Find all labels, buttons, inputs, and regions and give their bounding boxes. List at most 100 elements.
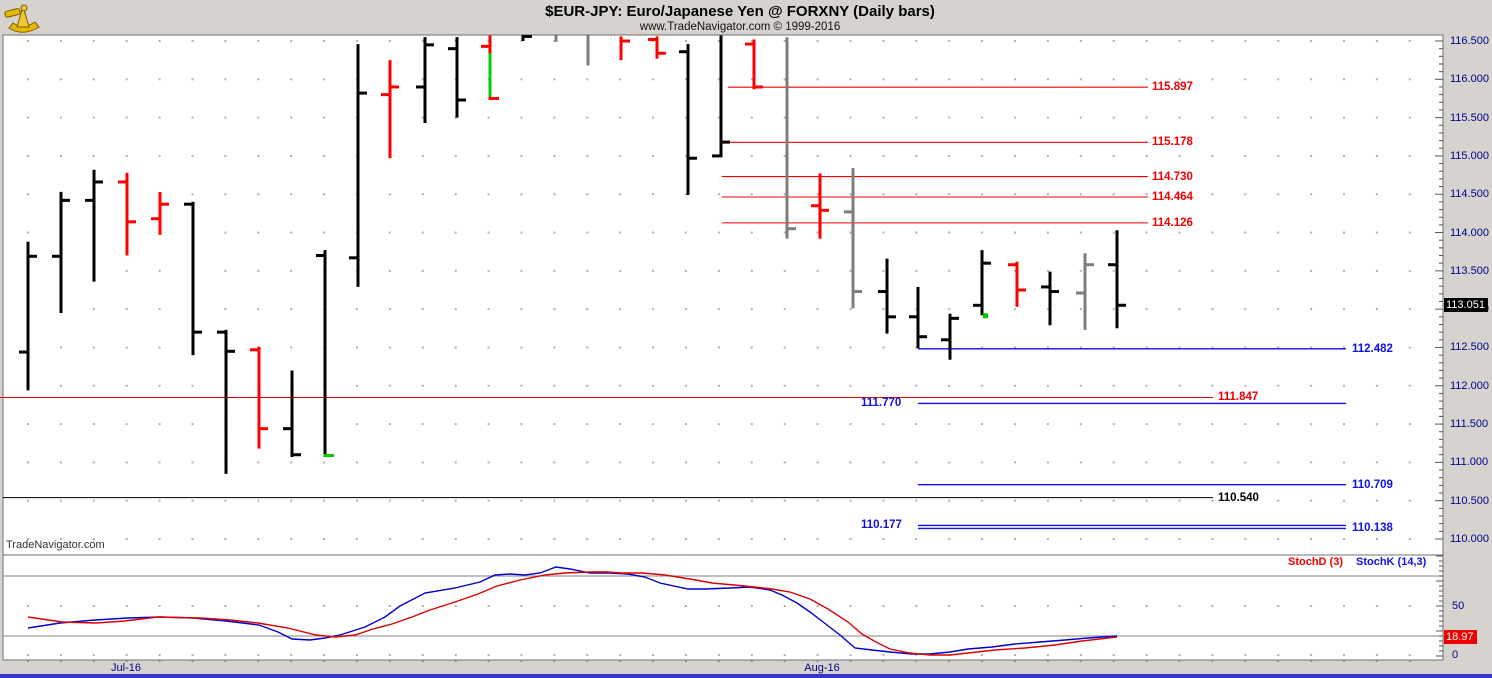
date-axis-tick bbox=[224, 660, 227, 662]
date-axis-tick bbox=[1310, 660, 1313, 662]
grid-dot bbox=[553, 346, 556, 349]
grid-dot bbox=[92, 346, 95, 349]
grid-dot bbox=[750, 605, 753, 607]
grid-dot bbox=[816, 78, 819, 81]
grid-dot bbox=[1310, 499, 1313, 502]
grid-dot bbox=[1178, 308, 1181, 311]
grid-dot bbox=[1112, 78, 1115, 81]
last-price-badge: 113.051 bbox=[1444, 298, 1488, 312]
grid-dot bbox=[92, 537, 95, 540]
grid-dot bbox=[356, 461, 358, 464]
grid-dot bbox=[1079, 384, 1082, 387]
date-axis-tick bbox=[948, 660, 951, 662]
grid-dot bbox=[487, 384, 490, 387]
grid-dot bbox=[816, 605, 819, 607]
grid-dot bbox=[882, 384, 885, 387]
grid-dot bbox=[1408, 346, 1411, 349]
grid-dot bbox=[1310, 423, 1313, 426]
grid-dot bbox=[685, 40, 687, 42]
grid-dot bbox=[158, 116, 161, 119]
grid-dot bbox=[27, 423, 29, 426]
grid-dot bbox=[1375, 308, 1378, 311]
grid-dot bbox=[783, 654, 786, 656]
grid-dot bbox=[717, 537, 720, 540]
grid-dot bbox=[388, 499, 391, 502]
grid-dot bbox=[323, 193, 326, 196]
grid-dot bbox=[92, 78, 95, 81]
grid-dot bbox=[257, 193, 260, 196]
grid-dot bbox=[421, 346, 424, 349]
date-axis-tick bbox=[1408, 660, 1411, 662]
date-axis-tick bbox=[290, 660, 293, 662]
grid-dot bbox=[1014, 537, 1016, 540]
grid-dot bbox=[1211, 40, 1214, 42]
grid-dot bbox=[685, 605, 687, 607]
date-axis-tick bbox=[356, 660, 358, 662]
grid-dot bbox=[553, 154, 556, 157]
date-axis-tick bbox=[750, 660, 753, 662]
grid-dot bbox=[125, 423, 128, 426]
date-axis-tick bbox=[1211, 660, 1214, 662]
grid-dot bbox=[1277, 423, 1280, 426]
grid-dot bbox=[1178, 116, 1181, 119]
grid-dot bbox=[487, 308, 490, 311]
grid-dot bbox=[421, 499, 424, 502]
x-axis-label-aug16: Aug-16 bbox=[804, 662, 840, 674]
grid-dot bbox=[553, 231, 556, 234]
grid-dot bbox=[257, 116, 260, 119]
grid-dot bbox=[1145, 78, 1148, 81]
grid-dot bbox=[1178, 605, 1181, 607]
grid-dot bbox=[290, 308, 293, 311]
grid-dot bbox=[520, 605, 523, 607]
grid-dot bbox=[356, 605, 358, 607]
grid-dot bbox=[1046, 78, 1049, 81]
grid-dot bbox=[520, 537, 523, 540]
stoch-value-badge: 18.97 bbox=[1444, 630, 1477, 644]
grid-dot bbox=[1014, 116, 1016, 119]
grid-dot bbox=[1408, 537, 1411, 540]
grid-dot bbox=[685, 116, 687, 119]
grid-dot bbox=[652, 654, 655, 656]
grid-dot bbox=[290, 269, 293, 272]
grid-dot bbox=[849, 346, 852, 349]
grid-dot bbox=[981, 154, 984, 157]
grid-dot bbox=[652, 116, 655, 119]
grid-dot bbox=[1014, 346, 1016, 349]
grid-dot bbox=[1112, 384, 1115, 387]
grid-dot bbox=[1112, 346, 1115, 349]
grid-dot bbox=[125, 461, 128, 464]
grid-dot bbox=[1244, 308, 1247, 311]
grid-dot bbox=[1408, 40, 1411, 42]
grid-dot bbox=[1112, 40, 1115, 42]
sextant-icon bbox=[4, 4, 40, 33]
grid-dot bbox=[1014, 78, 1016, 81]
grid-dot bbox=[454, 537, 457, 540]
grid-dot bbox=[1178, 78, 1181, 81]
grid-dot bbox=[224, 605, 227, 607]
grid-dot bbox=[981, 499, 984, 502]
grid-dot bbox=[816, 154, 819, 157]
grid-dot bbox=[1046, 308, 1049, 311]
date-axis-tick bbox=[421, 660, 424, 662]
grid-dot bbox=[783, 346, 786, 349]
grid-dot bbox=[685, 384, 687, 387]
date-axis-tick bbox=[717, 660, 720, 662]
grid-dot bbox=[421, 605, 424, 607]
grid-dot bbox=[652, 461, 655, 464]
grid-dot bbox=[816, 269, 819, 272]
grid-dot bbox=[553, 605, 556, 607]
grid-dot bbox=[1112, 461, 1115, 464]
grid-dot bbox=[981, 654, 984, 656]
grid-dot bbox=[586, 537, 589, 540]
grid-dot bbox=[388, 605, 391, 607]
grid-dot bbox=[487, 154, 490, 157]
date-axis-tick bbox=[1277, 660, 1280, 662]
grid-dot bbox=[1343, 346, 1345, 349]
grid-dot bbox=[454, 499, 457, 502]
bottom-scroll-strip[interactable] bbox=[0, 674, 1492, 678]
grid-dot bbox=[1178, 461, 1181, 464]
grid-dot bbox=[685, 346, 687, 349]
tradenavigator-watermark: TradeNavigator.com bbox=[6, 539, 105, 551]
grid-dot bbox=[1343, 461, 1345, 464]
